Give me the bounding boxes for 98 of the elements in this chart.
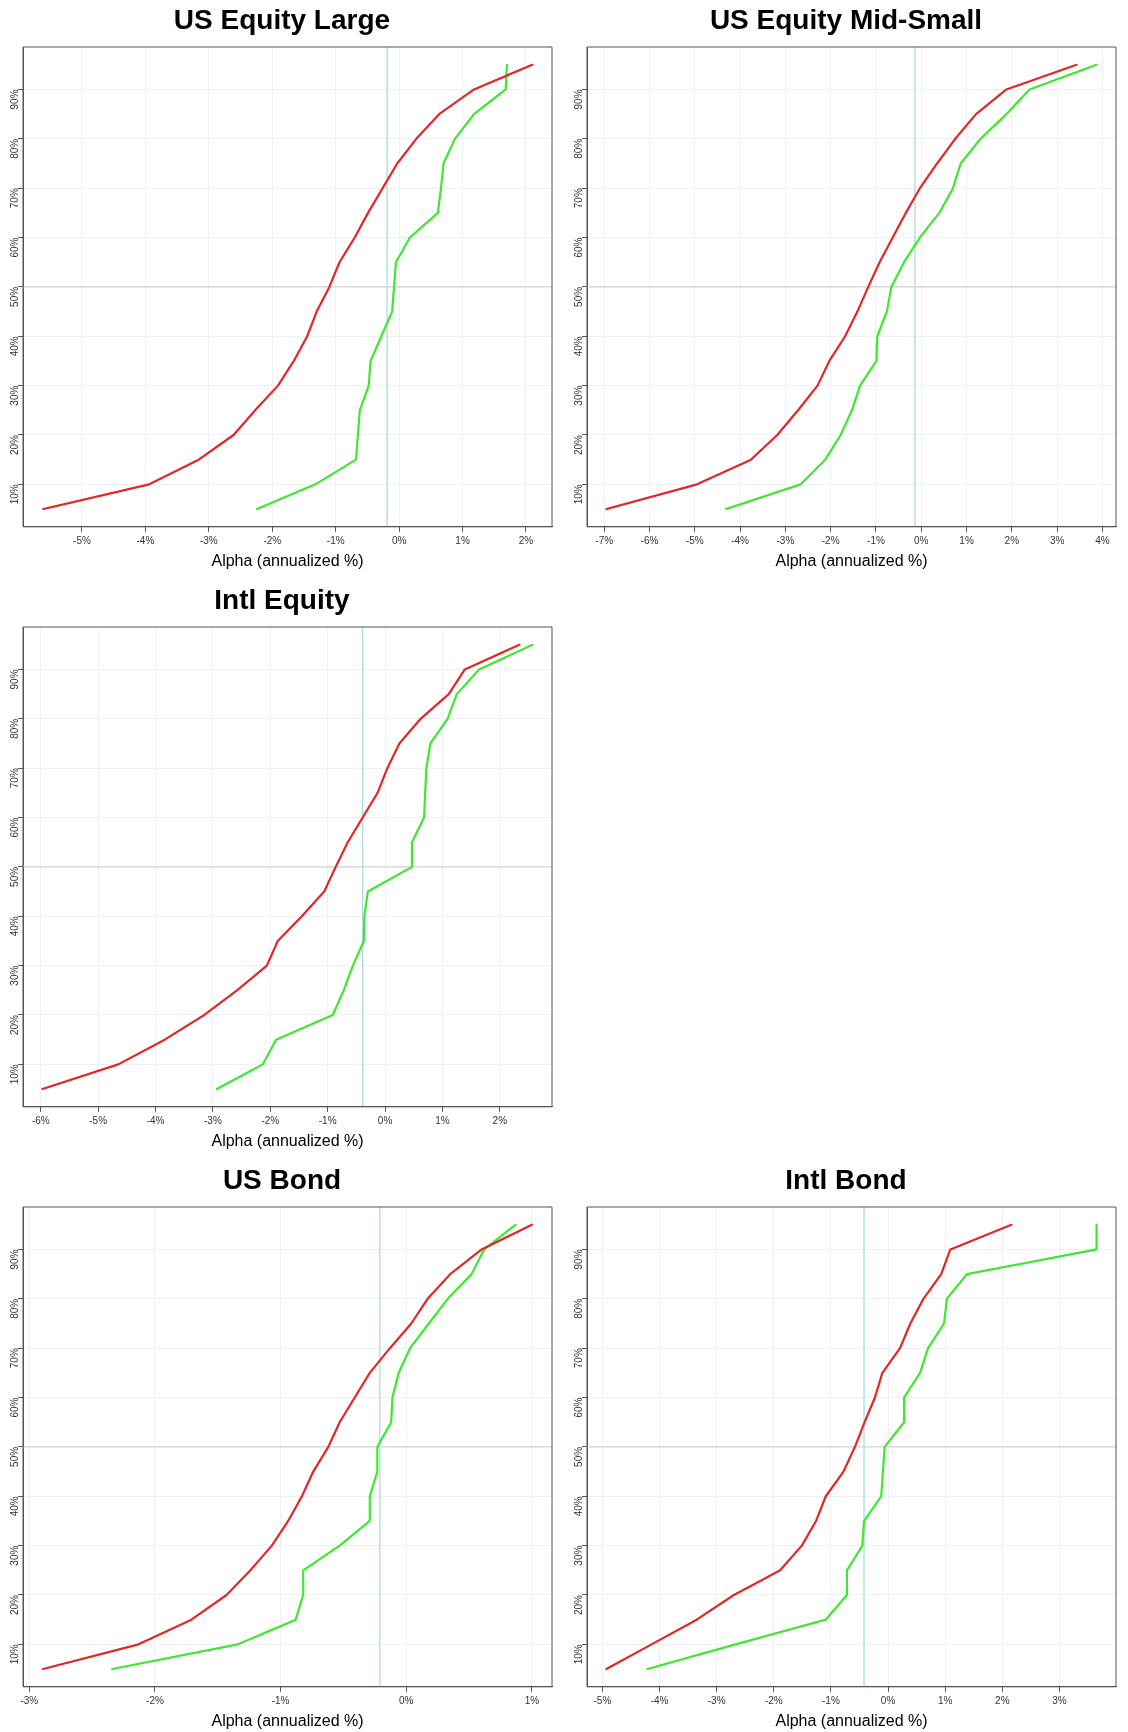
y-tick-label: 60%	[8, 817, 20, 838]
y-tick-label: 60%	[8, 237, 20, 258]
y-tick-label: 10%	[8, 1064, 20, 1085]
y-tick-label: 90%	[8, 1249, 20, 1270]
x-tick-label: -7%	[595, 534, 614, 546]
x-tick-label: -2%	[146, 1694, 164, 1706]
y-tick-label: 10%	[8, 484, 20, 505]
x-tick-label: -4%	[146, 1114, 165, 1126]
y-tick-label: 50%	[8, 866, 20, 887]
y-tick-label: 50%	[8, 1446, 20, 1467]
x-tick-label: -6%	[640, 534, 659, 546]
x-tick-label: -1%	[867, 534, 885, 546]
x-tick-label: -4%	[650, 1694, 669, 1706]
x-tick-label: -5%	[593, 1694, 612, 1706]
x-tick-label: 4%	[1095, 534, 1110, 546]
y-tick-label: 40%	[8, 1496, 20, 1517]
y-tick-label: 70%	[8, 768, 20, 789]
y-tick-label: 80%	[572, 1298, 584, 1319]
y-tick-label: 60%	[572, 1397, 584, 1418]
x-tick-label: 2%	[1004, 534, 1020, 546]
x-tick-label: 1%	[937, 1694, 953, 1706]
x-axis-title: Alpha (annualized %)	[211, 1711, 364, 1729]
x-tick-label: -1%	[271, 1694, 290, 1706]
x-tick-label: -5%	[89, 1114, 108, 1126]
x-tick-label: -2%	[263, 534, 282, 546]
x-tick-label: -3%	[776, 534, 795, 546]
x-tick-label: 0%	[391, 534, 407, 546]
chart-title: US Bond	[221, 1163, 343, 1197]
y-tick-label: 90%	[572, 89, 584, 110]
x-tick-label: -3%	[20, 1694, 39, 1706]
x-tick-label: 0%	[880, 1694, 896, 1706]
x-axis-title: Alpha (annualized %)	[775, 1711, 928, 1729]
y-tick-label: 70%	[572, 1348, 584, 1369]
x-tick-label: -3%	[199, 534, 218, 546]
chart-title: US Equity Large	[172, 3, 392, 37]
x-tick-label: 2%	[492, 1114, 508, 1126]
x-tick-label: -6%	[31, 1114, 50, 1126]
x-tick-label: 1%	[435, 1114, 450, 1126]
x-tick-label: 2%	[995, 1694, 1010, 1706]
y-tick-label: 20%	[8, 1014, 20, 1035]
y-tick-label: 90%	[8, 669, 20, 690]
y-tick-label: 60%	[572, 237, 584, 258]
y-tick-label: 40%	[572, 336, 584, 357]
x-axis-title: Alpha (annualized %)	[775, 551, 928, 569]
x-tick-label: -5%	[73, 534, 91, 546]
y-tick-label: 20%	[8, 434, 20, 455]
y-tick-label: 20%	[8, 1594, 20, 1615]
y-tick-label: 90%	[572, 1249, 584, 1270]
y-tick-label: 30%	[572, 1545, 584, 1566]
x-tick-label: 0%	[914, 534, 929, 546]
y-tick-label: 20%	[572, 1594, 584, 1615]
y-tick-label: 40%	[8, 336, 20, 357]
y-tick-label: 80%	[8, 1298, 20, 1319]
y-tick-label: 10%	[572, 484, 584, 505]
x-tick-label: 3%	[1049, 534, 1065, 546]
y-tick-label: 60%	[8, 1397, 20, 1418]
x-tick-label: 1%	[455, 534, 470, 546]
y-tick-label: 50%	[572, 286, 584, 307]
y-tick-label: 30%	[8, 385, 20, 406]
chart-title: Intl Equity	[213, 583, 351, 617]
y-tick-label: 50%	[8, 286, 20, 307]
x-tick-label: 3%	[1052, 1694, 1067, 1706]
y-tick-label: 20%	[572, 434, 584, 455]
x-tick-label: -3%	[204, 1114, 222, 1126]
x-tick-label: 0%	[399, 1694, 414, 1706]
y-tick-label: 80%	[8, 138, 20, 159]
y-tick-label: 10%	[8, 1644, 20, 1665]
y-tick-label: 30%	[8, 965, 20, 986]
y-tick-label: 90%	[8, 89, 20, 110]
y-tick-label: 80%	[8, 718, 20, 739]
x-tick-label: -2%	[821, 534, 840, 546]
x-tick-label: -4%	[136, 534, 155, 546]
y-tick-label: 40%	[572, 1496, 584, 1517]
y-tick-label: 70%	[8, 1348, 20, 1369]
y-tick-label: 30%	[572, 385, 584, 406]
y-tick-label: 10%	[572, 1644, 584, 1665]
y-tick-label: 40%	[8, 916, 20, 937]
x-tick-label: -1%	[326, 534, 345, 546]
x-tick-label: -2%	[764, 1694, 783, 1706]
y-tick-label: 80%	[572, 138, 584, 159]
y-tick-label: 50%	[572, 1446, 584, 1467]
x-tick-label: -2%	[261, 1114, 280, 1126]
x-tick-label: 1%	[959, 534, 974, 546]
x-axis-title: Alpha (annualized %)	[211, 551, 364, 569]
x-tick-label: 2%	[518, 534, 534, 546]
x-tick-label: -5%	[685, 534, 704, 546]
chart-title: Intl Bond	[784, 1163, 908, 1197]
x-tick-label: 0%	[377, 1114, 393, 1126]
x-axis-title: Alpha (annualized %)	[211, 1131, 364, 1149]
y-tick-label: 30%	[8, 1545, 20, 1566]
x-tick-label: -1%	[318, 1114, 337, 1126]
x-tick-label: -1%	[822, 1694, 840, 1706]
y-tick-label: 70%	[8, 188, 20, 209]
x-tick-label: -3%	[707, 1694, 726, 1706]
x-tick-label: -4%	[731, 534, 750, 546]
chart-title: US Equity Mid-Small	[708, 3, 984, 37]
x-tick-label: 1%	[524, 1694, 540, 1706]
y-tick-label: 70%	[572, 188, 584, 209]
